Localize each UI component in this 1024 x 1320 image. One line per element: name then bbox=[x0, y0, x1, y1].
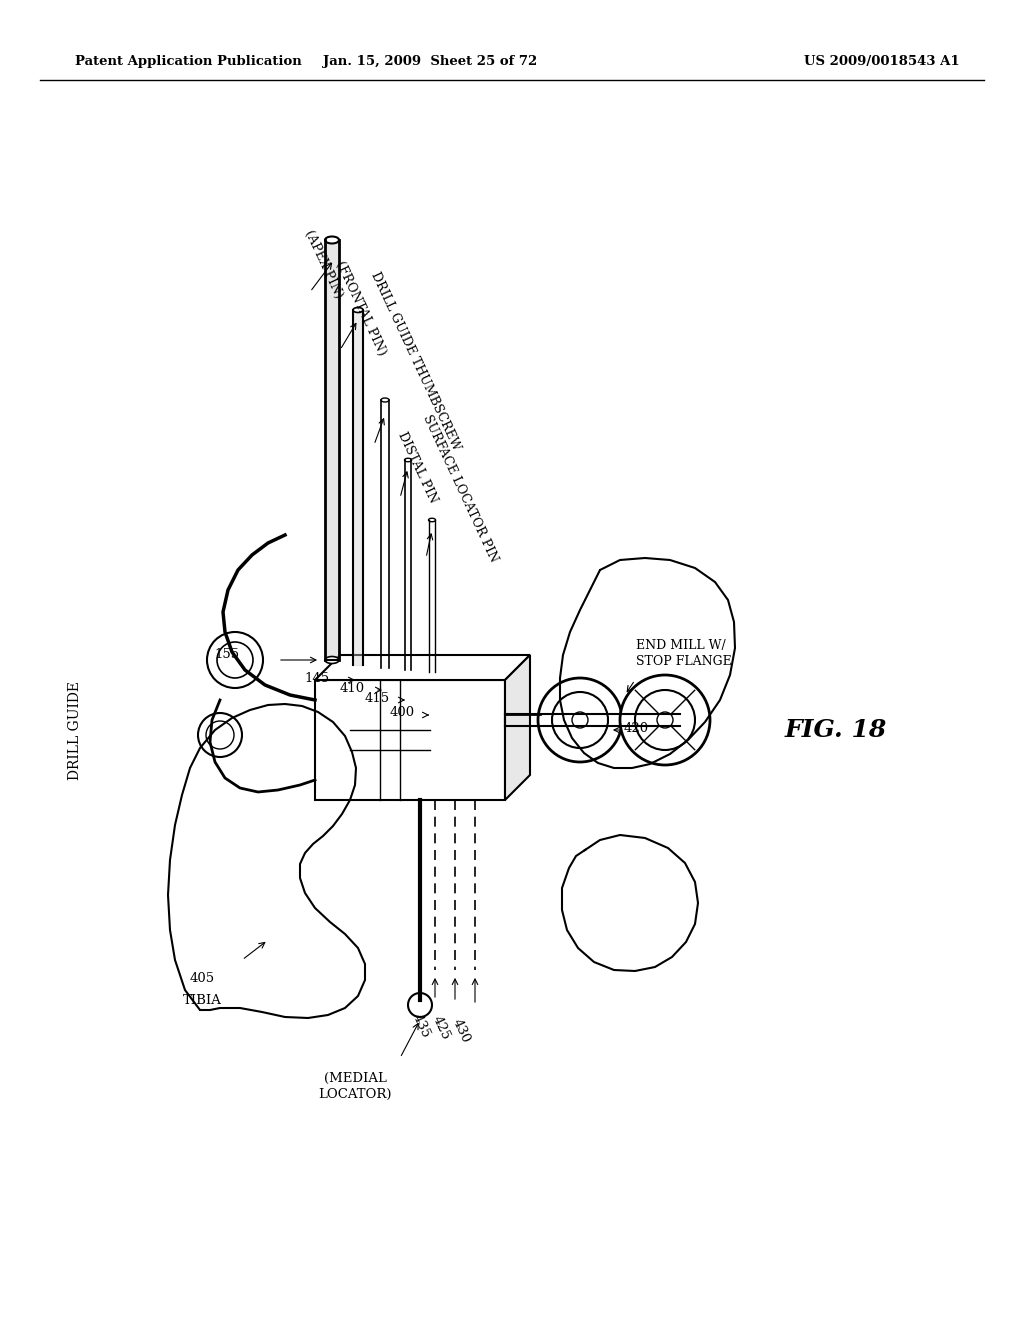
Circle shape bbox=[408, 993, 432, 1016]
Ellipse shape bbox=[325, 236, 339, 243]
Text: TIBIA: TIBIA bbox=[183, 994, 222, 1006]
Circle shape bbox=[198, 713, 242, 756]
Text: 410: 410 bbox=[340, 681, 365, 694]
Text: END MILL W/
STOP FLANGE: END MILL W/ STOP FLANGE bbox=[636, 639, 732, 668]
Ellipse shape bbox=[428, 519, 435, 521]
Text: Patent Application Publication: Patent Application Publication bbox=[75, 55, 302, 69]
Polygon shape bbox=[315, 655, 530, 680]
Ellipse shape bbox=[404, 458, 412, 462]
Text: DISTAL PIN: DISTAL PIN bbox=[395, 429, 439, 506]
Text: DRILL GUIDE THUMBSCREW: DRILL GUIDE THUMBSCREW bbox=[368, 269, 463, 451]
Text: 425: 425 bbox=[430, 1014, 452, 1043]
Circle shape bbox=[206, 721, 234, 748]
Circle shape bbox=[620, 675, 710, 766]
Text: 145: 145 bbox=[305, 672, 330, 685]
Circle shape bbox=[572, 711, 588, 729]
Circle shape bbox=[538, 678, 622, 762]
Text: (APEX PIN): (APEX PIN) bbox=[302, 227, 345, 300]
Text: Jan. 15, 2009  Sheet 25 of 72: Jan. 15, 2009 Sheet 25 of 72 bbox=[323, 55, 538, 69]
Text: 430: 430 bbox=[450, 1016, 472, 1045]
Circle shape bbox=[657, 711, 673, 729]
Circle shape bbox=[552, 692, 608, 748]
Circle shape bbox=[217, 642, 253, 678]
Text: 415: 415 bbox=[365, 692, 390, 705]
Circle shape bbox=[635, 690, 695, 750]
Ellipse shape bbox=[353, 308, 362, 313]
Ellipse shape bbox=[381, 399, 389, 403]
Text: 435: 435 bbox=[410, 1012, 432, 1040]
Text: FIG. 18: FIG. 18 bbox=[785, 718, 887, 742]
Text: DRILL GUIDE: DRILL GUIDE bbox=[68, 681, 82, 780]
Text: 155: 155 bbox=[215, 648, 240, 661]
Ellipse shape bbox=[325, 656, 339, 664]
FancyBboxPatch shape bbox=[315, 680, 505, 800]
Text: 400: 400 bbox=[390, 706, 415, 719]
Text: 405: 405 bbox=[190, 972, 215, 985]
Text: (MEDIAL
LOCATOR): (MEDIAL LOCATOR) bbox=[318, 1072, 392, 1101]
Polygon shape bbox=[505, 655, 530, 800]
Text: 420: 420 bbox=[624, 722, 649, 734]
Circle shape bbox=[207, 632, 263, 688]
Text: (FRONTAL PIN): (FRONTAL PIN) bbox=[333, 259, 388, 358]
Text: SURFACE LOCATOR PIN: SURFACE LOCATOR PIN bbox=[420, 412, 500, 564]
Text: US 2009/0018543 A1: US 2009/0018543 A1 bbox=[805, 55, 961, 69]
